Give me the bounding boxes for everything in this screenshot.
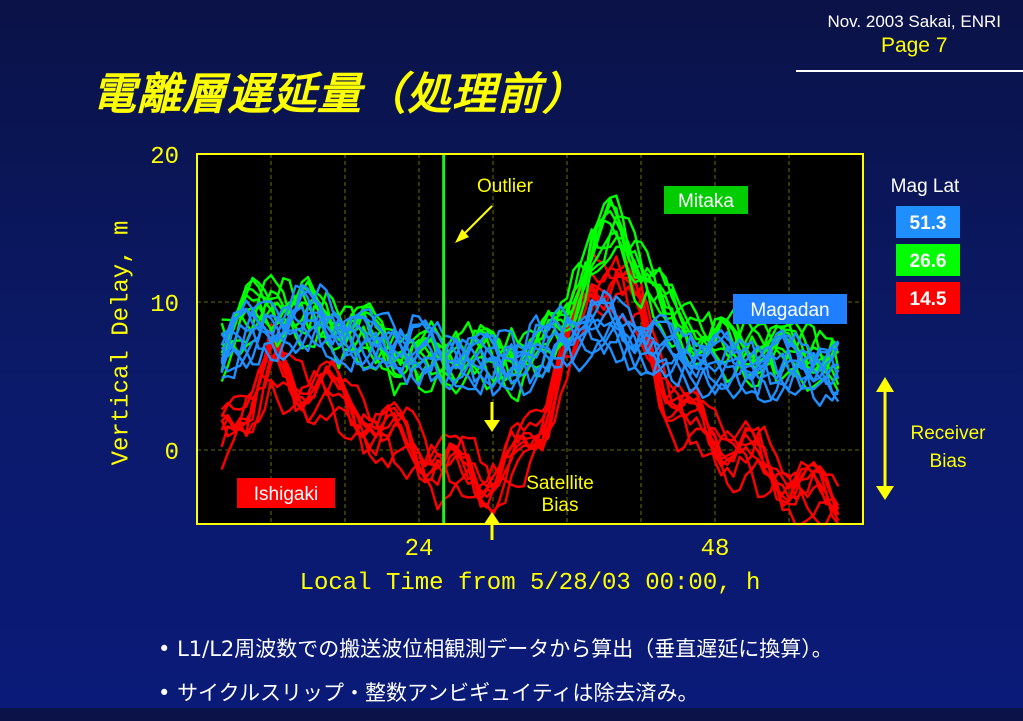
y-tick-label: 10 (150, 292, 179, 319)
receiver-bias-label-1: Receiver (911, 423, 987, 444)
y-axis-label: Vertical Delay, m (108, 220, 136, 466)
outlier-label: Outlier (477, 176, 534, 197)
series-line-ishigaki (220, 259, 840, 507)
receiver-bias-label-2: Bias (930, 451, 967, 472)
series-magadan (220, 283, 840, 407)
satellite-bias-label-1: Satellite (526, 473, 594, 494)
x-tick-label: 48 (701, 536, 730, 563)
series-line-magadan (221, 311, 840, 407)
series-line-ishigaki (220, 249, 840, 500)
satellite-bias-arrow-up-head (484, 512, 500, 524)
receiver-bias-arrow-top (876, 377, 894, 392)
bullet-list: L1/L2周波数での搬送波位相観測データから算出（垂直遅延に換算）。 サイクルス… (118, 633, 833, 721)
receiver-bias-arrow-bottom (876, 486, 894, 500)
plot-frame (196, 153, 864, 525)
satellite-bias-label-2: Bias (542, 495, 579, 516)
magadan-label-box (733, 294, 847, 324)
slide-title: 電離層遅延量（処理前） (92, 69, 587, 120)
legend-label-0: 51.3 (910, 213, 947, 234)
series-line-mitaka (220, 197, 840, 368)
header-rule (796, 70, 1023, 72)
series-ishigaki (220, 249, 840, 526)
ishigaki-label: Ishigaki (254, 484, 318, 505)
mitaka-label-box (664, 186, 748, 214)
header-date: Nov. 2003 Sakai, ENRI (827, 12, 1001, 31)
bullet-item-1: L1/L2周波数での搬送波位相観測データから算出（垂直遅延に換算）。 (158, 633, 833, 663)
bullet-item-2: サイクルスリップ・整数アンビギュイティは除去済み。 (158, 677, 833, 707)
magadan-label: Magadan (750, 300, 829, 321)
series-line-ishigaki (220, 285, 840, 525)
ishigaki-label-box (237, 478, 335, 508)
outlier-arrow-head (455, 229, 469, 243)
series-line-magadan (220, 305, 840, 400)
header-page: Page 7 (880, 34, 948, 57)
mitaka-label: Mitaka (678, 191, 734, 212)
series-line-magadan (220, 283, 840, 385)
legend-swatch-0 (896, 206, 960, 238)
legend-swatch-1 (896, 244, 960, 276)
legend-label-1: 26.6 (910, 251, 947, 272)
series-line-ishigaki (220, 269, 840, 510)
legend-label-2: 14.5 (910, 289, 947, 310)
slide-header: Nov. 2003 Sakai, ENRI Page 7 (827, 12, 1001, 58)
legend-title: Mag Lat (891, 176, 960, 197)
y-tick-label: 0 (165, 440, 179, 467)
x-axis-label: Local Time from 5/28/03 00:00, h (299, 570, 761, 597)
x-tick-label: 24 (405, 536, 434, 563)
legend-swatch-2 (896, 282, 960, 314)
series-line-magadan (220, 305, 839, 396)
satellite-bias-arrow-down-head (484, 420, 500, 432)
y-tick-label: 20 (150, 144, 179, 171)
